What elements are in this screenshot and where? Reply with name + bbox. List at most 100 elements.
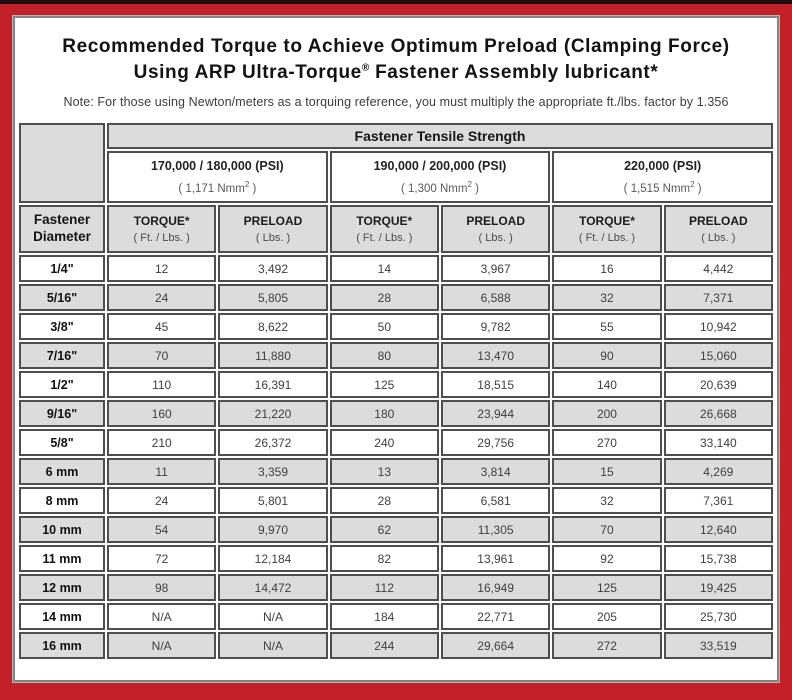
torque-value-cell: 12 (107, 255, 217, 283)
table-row: 12 mm 98 14,472 112 16,949 125 19,425 (19, 574, 773, 602)
title-line-1: Recommended Torque to Achieve Optimum Pr… (62, 36, 730, 57)
table-row: 5/16" 24 5,805 28 6,588 32 7,371 (19, 284, 773, 312)
torque-value-cell: 112 (329, 574, 439, 602)
torque-value-cell: 110 (107, 371, 217, 399)
torque-value-cell: 54 (107, 516, 217, 544)
torque-value-cell: 32 (552, 487, 662, 515)
torque-value-cell: 11 (107, 458, 217, 486)
torque-value-cell: 180 (329, 400, 439, 428)
preload-value-cell: 14,472 (218, 574, 328, 602)
torque-column-header: TORQUE*( Ft. / Lbs. ) (107, 205, 217, 254)
preload-value-cell: 3,967 (440, 255, 551, 283)
torque-value-cell: 244 (329, 632, 439, 660)
table-row: 1/4" 12 3,492 14 3,967 16 4,442 (19, 255, 773, 283)
preload-value-cell: 3,814 (440, 458, 551, 486)
preload-value-cell: 16,949 (440, 574, 551, 602)
torque-value-cell: 200 (552, 400, 662, 428)
preload-value-cell: 26,668 (663, 400, 773, 428)
preload-value-cell: 20,639 (663, 371, 773, 399)
diameter-cell: 14 mm (19, 603, 105, 631)
preload-value-cell: 3,359 (218, 458, 328, 486)
diameter-cell: 8 mm (19, 487, 105, 515)
torque-value-cell: 90 (552, 342, 662, 370)
torque-value-cell: 16 (552, 255, 662, 283)
torque-value-cell: 28 (329, 284, 439, 312)
diameter-cell: 5/8" (19, 429, 105, 457)
torque-column-header: TORQUE*( Ft. / Lbs. ) (329, 205, 439, 254)
preload-value-cell: 13,470 (440, 342, 551, 370)
torque-value-cell: 15 (552, 458, 662, 486)
preload-value-cell: N/A (218, 632, 328, 660)
table-row: 10 mm 54 9,970 62 11,305 70 12,640 (19, 516, 773, 544)
torque-value-cell: 32 (552, 284, 662, 312)
preload-value-cell: 4,442 (663, 255, 773, 283)
torque-value-cell: 272 (552, 632, 662, 660)
preload-value-cell: 15,060 (663, 342, 773, 370)
nmm-rating: ( 1,515 Nmm2 ) (623, 180, 702, 196)
preload-value-cell: N/A (218, 603, 328, 631)
table-row: 3/8" 45 8,622 50 9,782 55 10,942 (19, 313, 773, 341)
diameter-cell: 7/16" (19, 342, 105, 370)
preload-value-cell: 16,391 (218, 371, 328, 399)
content-panel: Recommended Torque to Achieve Optimum Pr… (12, 15, 780, 683)
preload-value-cell: 11,305 (440, 516, 551, 544)
torque-value-cell: 45 (107, 313, 217, 341)
diameter-cell: 12 mm (19, 574, 105, 602)
tensile-strength-row: Fastener Tensile Strength (19, 123, 773, 204)
note-text: Note: For those using Newton/meters as a… (63, 95, 729, 110)
nmm-rating: ( 1,300 Nmm2 ) (401, 180, 479, 196)
preload-column-header: PRELOAD( Lbs. ) (440, 205, 551, 254)
torque-value-cell: 160 (107, 400, 217, 428)
psi-group-row: 170,000 / 180,000 (PSI) ( 1,171 Nmm2 ) 190… (19, 151, 773, 204)
table-row: 8 mm 24 5,801 28 6,581 32 7,361 (19, 487, 773, 515)
nmm-rating: ( 1,171 Nmm2 ) (178, 180, 257, 196)
preload-column-header: PRELOAD( Lbs. ) (663, 205, 773, 254)
title-line-2: Using ARP Ultra-Torque® Fastener Assembl… (133, 61, 659, 83)
preload-value-cell: 7,371 (663, 284, 773, 312)
table-row: 16 mm N/A N/A 244 29,664 272 33,519 (19, 632, 773, 660)
preload-value-cell: 33,519 (663, 632, 773, 660)
column-header-row: Fastener Diameter TORQUE*( Ft. / Lbs. ) P… (19, 205, 773, 254)
diameter-cell: 3/8" (19, 313, 105, 341)
preload-value-cell: 8,622 (218, 313, 328, 341)
torque-value-cell: 205 (552, 603, 662, 631)
psi-rating: 190,000 / 200,000 (PSI) (373, 159, 507, 174)
torque-value-cell: 92 (552, 545, 662, 573)
torque-value-cell: 62 (329, 516, 439, 544)
preload-value-cell: 13,961 (440, 545, 551, 573)
preload-value-cell: 5,805 (218, 284, 328, 312)
diameter-cell: 16 mm (19, 632, 105, 660)
diameter-cell: 6 mm (19, 458, 105, 486)
preload-value-cell: 6,588 (440, 284, 551, 312)
preload-value-cell: 7,361 (663, 487, 773, 515)
preload-value-cell: 11,880 (218, 342, 328, 370)
preload-value-cell: 23,944 (440, 400, 551, 428)
preload-value-cell: 4,269 (663, 458, 773, 486)
preload-value-cell: 29,664 (440, 632, 551, 660)
table-row: 5/8" 210 26,372 240 29,756 270 33,140 (19, 429, 773, 457)
preload-value-cell: 10,942 (663, 313, 773, 341)
tensile-strength-header: Fastener Tensile Strength (107, 123, 773, 150)
preload-value-cell: 25,730 (663, 603, 773, 631)
torque-table: Fastener Tensile Strength 170,000 / 180,… (17, 121, 775, 661)
torque-value-cell: 270 (552, 429, 662, 457)
torque-value-cell: 210 (107, 429, 217, 457)
preload-value-cell: 26,372 (218, 429, 328, 457)
table-row: 1/2" 110 16,391 125 18,515 140 20,639 (19, 371, 773, 399)
torque-value-cell: 72 (107, 545, 217, 573)
preload-column-header: PRELOAD( Lbs. ) (218, 205, 328, 254)
torque-value-cell: 80 (329, 342, 439, 370)
diameter-header: Fastener Diameter (19, 205, 105, 254)
top-dark-stripe (0, 0, 792, 4)
torque-value-cell: 140 (552, 371, 662, 399)
torque-value-cell: 50 (329, 313, 439, 341)
preload-value-cell: 18,515 (440, 371, 551, 399)
preload-value-cell: 33,140 (663, 429, 773, 457)
torque-value-cell: 13 (329, 458, 439, 486)
torque-value-cell: 28 (329, 487, 439, 515)
torque-value-cell: N/A (107, 603, 217, 631)
torque-value-cell: 70 (107, 342, 217, 370)
torque-value-cell: 24 (107, 284, 217, 312)
table-row: 7/16" 70 11,880 80 13,470 90 15,060 (19, 342, 773, 370)
tensile-group-header: 170,000 / 180,000 (PSI) ( 1,171 Nmm2 ) (107, 151, 328, 204)
